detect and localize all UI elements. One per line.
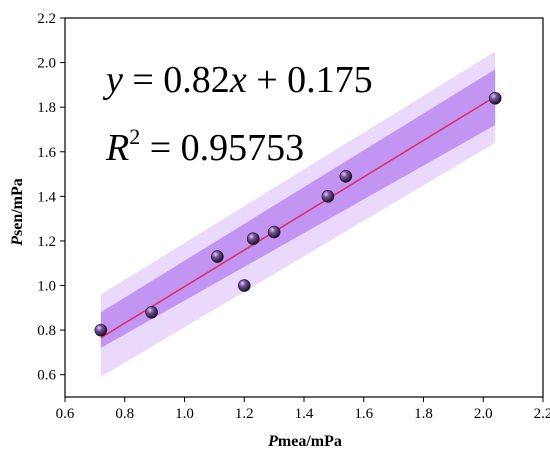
x-tick-label: 1.8 (414, 406, 433, 422)
r-exponent: 2 (129, 124, 140, 149)
fit-layer (100, 95, 496, 339)
y-tick-label: 2.2 (37, 11, 56, 27)
x-tick-label: 1.4 (295, 406, 314, 422)
data-point (339, 169, 353, 183)
x-tick-label: 2.2 (534, 406, 550, 422)
equation-line: y = 0.82x + 0.175 (102, 59, 373, 101)
x-tick-label: 1.2 (235, 406, 254, 422)
data-point (94, 323, 108, 337)
y-tick-label: 1.0 (37, 279, 56, 295)
y-tick-label: 1.2 (37, 234, 56, 250)
y-label-italic: P (9, 236, 26, 247)
data-point (267, 225, 281, 239)
data-point (246, 232, 260, 246)
data-point (237, 279, 251, 292)
data-point (145, 305, 158, 319)
data-point (211, 250, 224, 263)
fit-line (100, 95, 496, 339)
confidence-band (100, 69, 496, 348)
y-tick-label: 0.6 (37, 368, 56, 384)
x-tick-label: 0.6 (56, 406, 75, 422)
eq-y-symbol: y (102, 59, 123, 101)
x-tick-label: 2.0 (474, 406, 493, 422)
r-squared-line: R2 = 0.95753 (105, 124, 304, 169)
x-tick-label: 1.0 (175, 406, 194, 422)
y-label-rest: sen/mPa (9, 178, 26, 236)
x-label-italic: P (267, 433, 278, 450)
eq-x-symbol: x (229, 59, 247, 101)
r-symbol: R (105, 127, 129, 169)
data-point (488, 91, 502, 105)
x-axis-label: Pmea/mPa (267, 433, 342, 450)
y-axis-label: Psen/mPa (9, 178, 26, 247)
x-tick-label: 1.6 (354, 406, 373, 422)
y-tick-label: 1.8 (37, 100, 56, 116)
points-layer (94, 91, 502, 337)
y-tick-label: 1.4 (37, 189, 56, 205)
data-point (321, 190, 335, 203)
y-tick-label: 0.8 (37, 323, 56, 339)
ticks-layer: 0.6 0.8 1.0 1.2 1.4 1.6 1.8 2.0 2.2 0.6 0.8 1.0 1.2 1… (37, 11, 550, 422)
eq-mid: = 0.82 (123, 59, 230, 101)
y-tick-label: 1.6 (37, 145, 56, 161)
x-label-rest: mea/mPa (278, 433, 342, 450)
x-tick-label: 0.8 (115, 406, 134, 422)
r-value: = 0.95753 (140, 127, 304, 169)
eq-tail: + 0.175 (247, 59, 373, 101)
y-tick-label: 2.0 (37, 56, 56, 72)
